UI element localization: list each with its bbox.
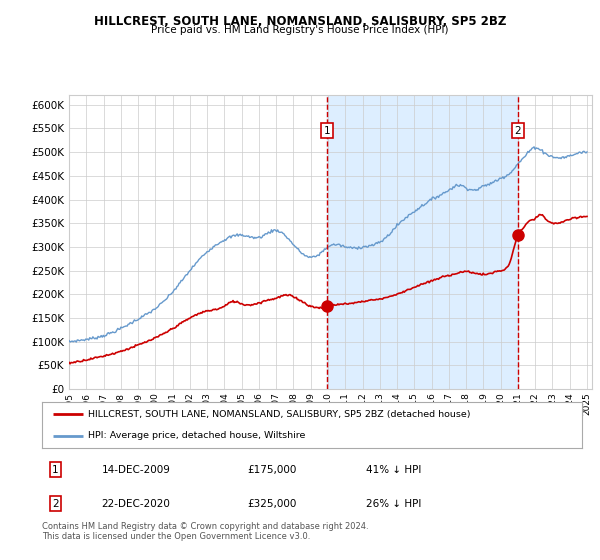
- Text: HILLCREST, SOUTH LANE, NOMANSLAND, SALISBURY, SP5 2BZ: HILLCREST, SOUTH LANE, NOMANSLAND, SALIS…: [94, 15, 506, 27]
- Text: Price paid vs. HM Land Registry's House Price Index (HPI): Price paid vs. HM Land Registry's House …: [151, 25, 449, 35]
- Text: 2: 2: [52, 499, 59, 509]
- Text: 2: 2: [514, 126, 521, 136]
- Text: HILLCREST, SOUTH LANE, NOMANSLAND, SALISBURY, SP5 2BZ (detached house): HILLCREST, SOUTH LANE, NOMANSLAND, SALIS…: [88, 410, 470, 419]
- Text: £175,000: £175,000: [247, 465, 296, 475]
- Text: 41% ↓ HPI: 41% ↓ HPI: [366, 465, 421, 475]
- Text: HPI: Average price, detached house, Wiltshire: HPI: Average price, detached house, Wilt…: [88, 431, 305, 440]
- Text: 1: 1: [324, 126, 331, 136]
- Text: 22-DEC-2020: 22-DEC-2020: [101, 499, 170, 509]
- Text: 1: 1: [52, 465, 59, 475]
- Text: Contains HM Land Registry data © Crown copyright and database right 2024.
This d: Contains HM Land Registry data © Crown c…: [42, 522, 368, 542]
- Text: £325,000: £325,000: [247, 499, 296, 509]
- Text: 26% ↓ HPI: 26% ↓ HPI: [366, 499, 421, 509]
- Bar: [328, 95, 518, 389]
- Text: 14-DEC-2009: 14-DEC-2009: [101, 465, 170, 475]
